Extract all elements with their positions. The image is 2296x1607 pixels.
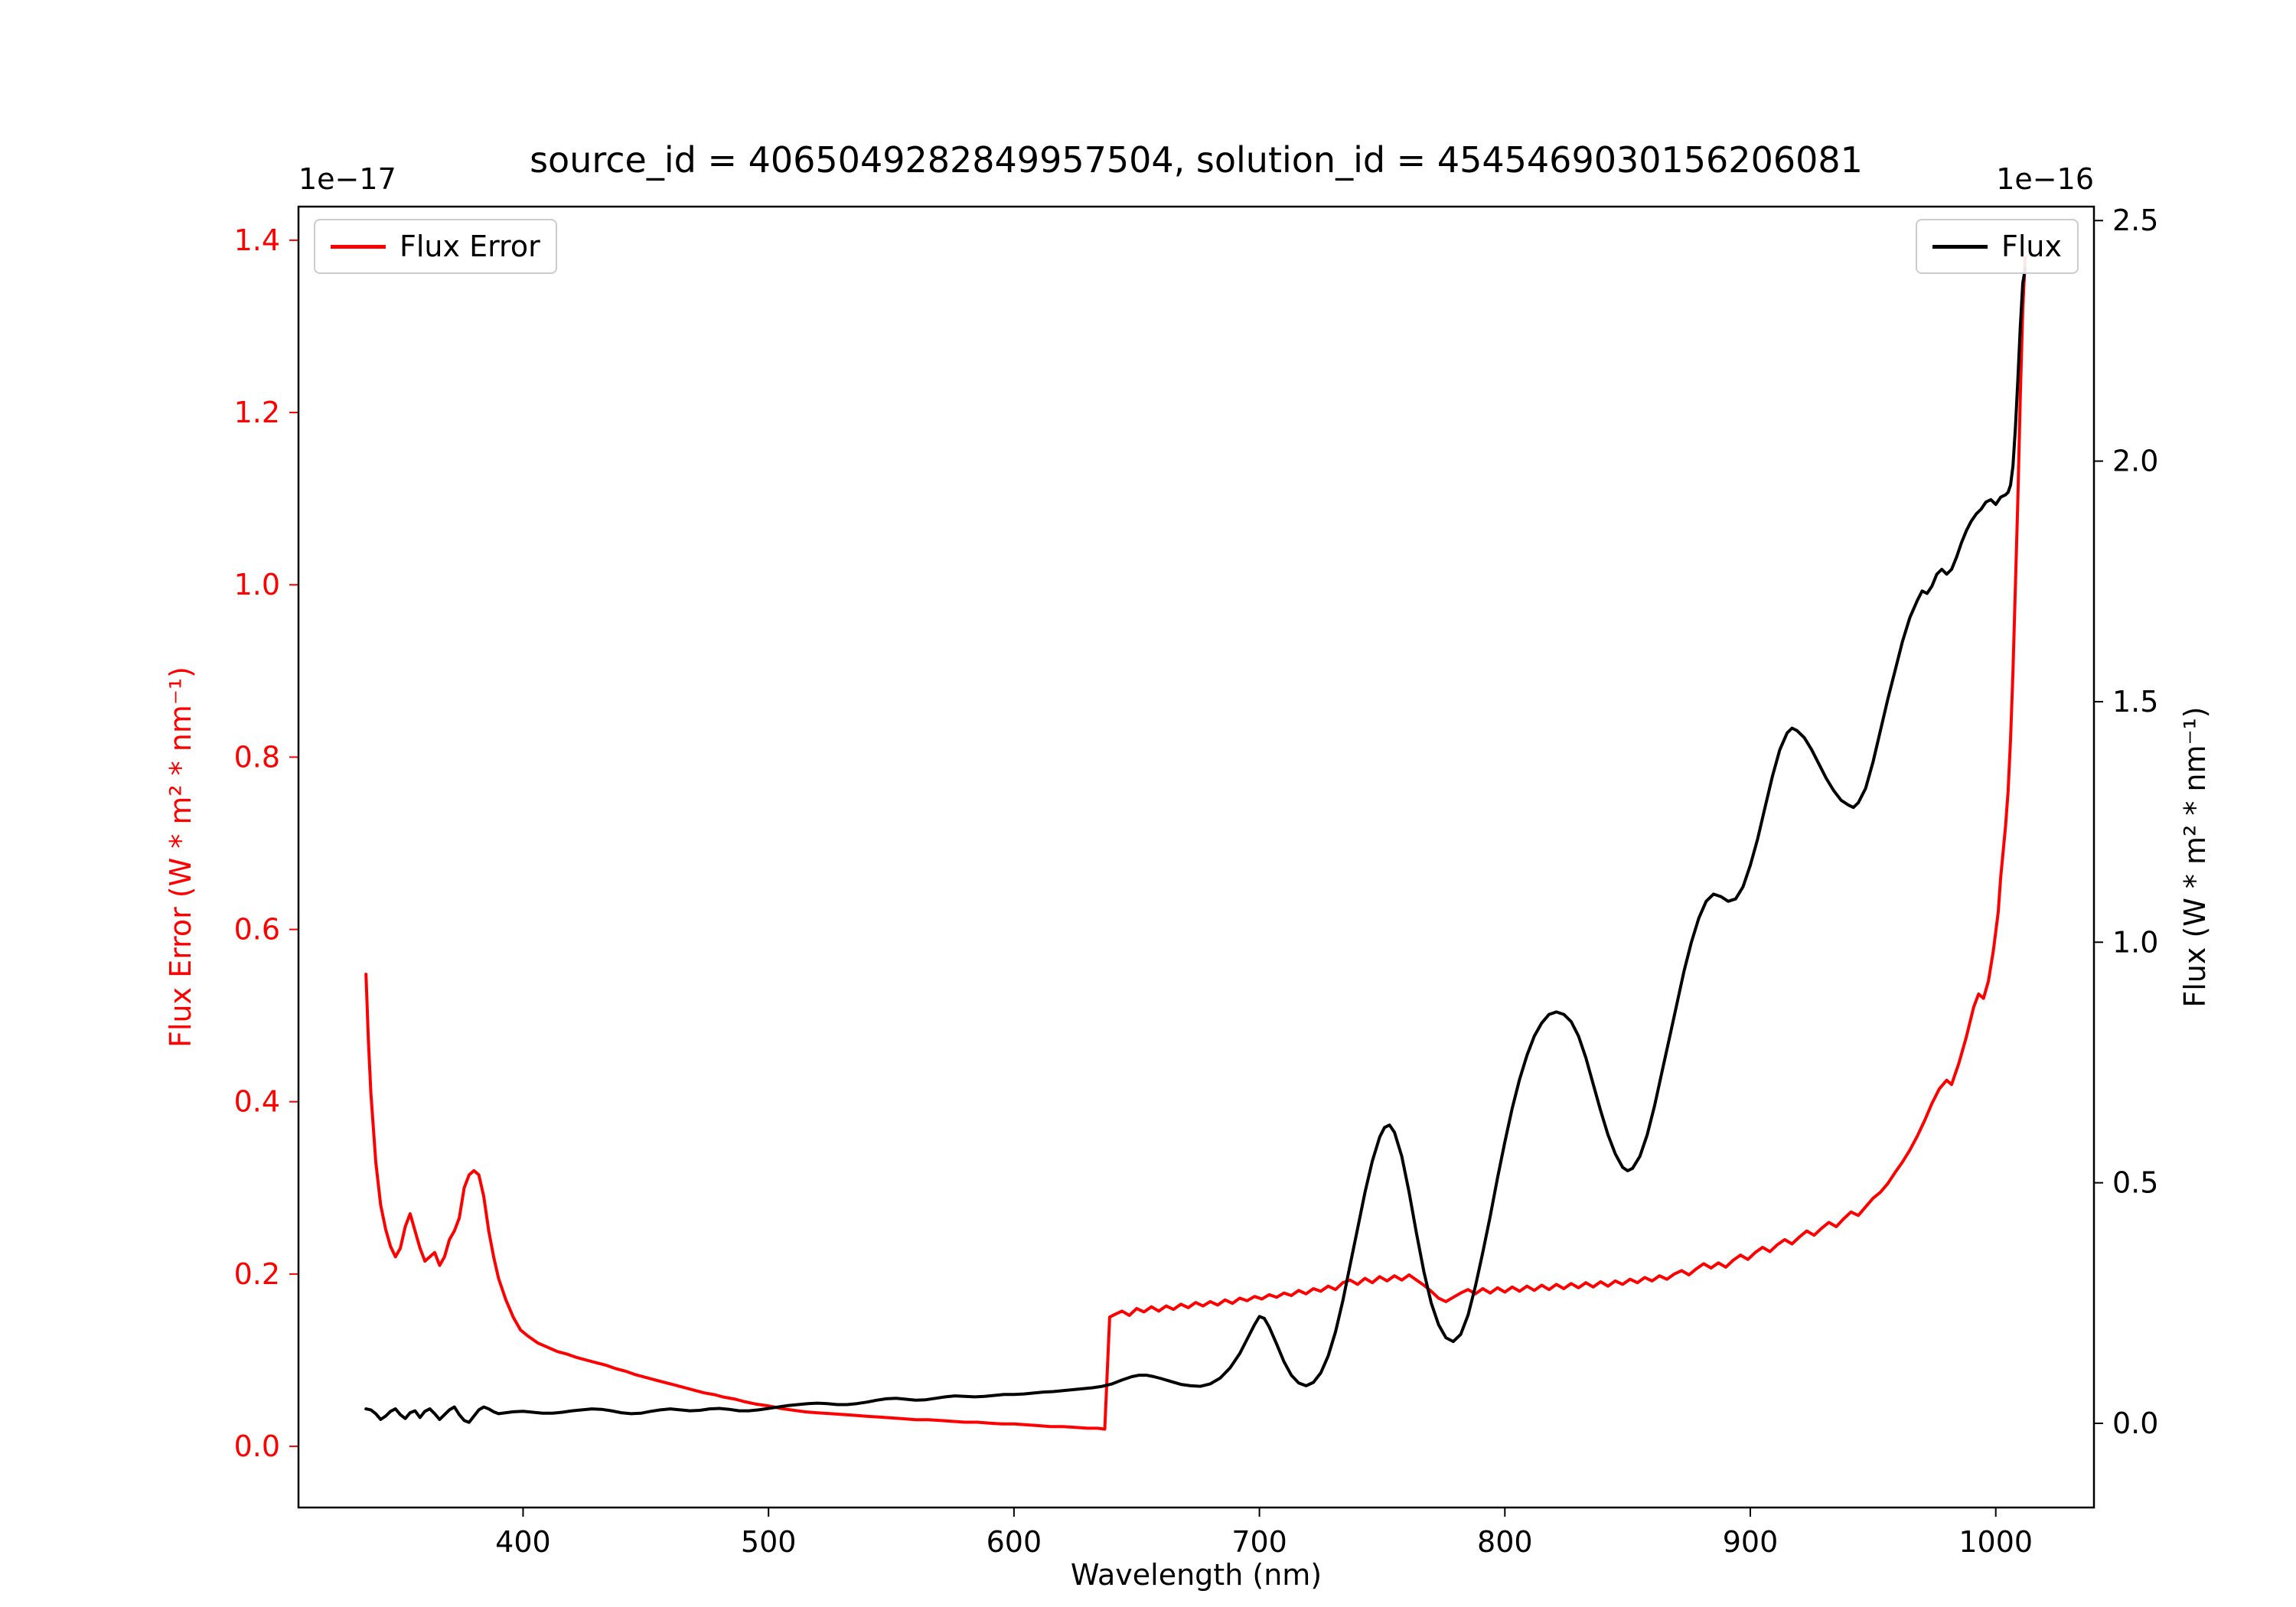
left-tick-label: 1.4 (234, 223, 280, 257)
right-tick-label: 1.5 (2112, 685, 2158, 719)
plot-border (297, 205, 2095, 1509)
left-tick-label: 0.4 (234, 1085, 280, 1119)
x-tick-label: 400 (495, 1525, 551, 1559)
right-tick-label: 0.0 (2112, 1407, 2158, 1440)
left-tick-label: 0.6 (234, 913, 280, 947)
left-tick-label: 0.8 (234, 740, 280, 774)
legend-flux-error: Flux Error (314, 219, 557, 274)
right-axis-scale-label: 1e−16 (1996, 162, 2094, 196)
x-axis: 400 500 600 700 800 900 1000 (495, 1508, 2033, 1559)
series-flux-line (364, 267, 2027, 1424)
right-axis: 0.0 0.5 1.0 1.5 2.0 2.5 (2094, 204, 2158, 1440)
left-axis-scale-label: 1e−17 (298, 162, 396, 196)
left-tick-label: 1.0 (234, 568, 280, 601)
right-tick-label: 2.0 (2112, 445, 2158, 478)
legend-line-sample-flux (1932, 244, 1988, 249)
left-tick-label: 0.0 (234, 1429, 280, 1463)
left-tick-label: 1.2 (234, 396, 280, 429)
left-axis: 0.0 0.2 0.4 0.6 0.8 1.0 1.2 1.4 (234, 223, 298, 1463)
series-group (364, 256, 2027, 1431)
right-axis-label: Flux (W * m² * nm⁻¹) (2178, 706, 2212, 1008)
x-tick-label: 800 (1477, 1525, 1533, 1559)
left-axis-label: Flux Error (W * m² * nm⁻¹) (164, 667, 197, 1048)
right-tick-label: 0.5 (2112, 1166, 2158, 1200)
right-tick-label: 1.0 (2112, 925, 2158, 959)
legend-label-flux: Flux (2001, 230, 2062, 263)
legend-line-sample-flux-error (331, 244, 386, 249)
legend-flux: Flux (1916, 219, 2079, 274)
x-tick-label: 600 (987, 1525, 1042, 1559)
x-axis-label: Wavelength (nm) (1070, 1558, 1322, 1592)
x-tick-label: 900 (1723, 1525, 1779, 1559)
series-flux-error-line (364, 256, 2027, 1431)
right-tick-label: 2.5 (2112, 204, 2158, 237)
legend-label-flux-error: Flux Error (400, 230, 540, 263)
left-tick-label: 0.2 (234, 1257, 280, 1291)
x-tick-label: 500 (741, 1525, 797, 1559)
chart-title: source_id = 4065049282849957504, solutio… (530, 139, 1863, 181)
x-tick-label: 700 (1231, 1525, 1287, 1559)
x-tick-label: 1000 (1958, 1525, 2033, 1559)
